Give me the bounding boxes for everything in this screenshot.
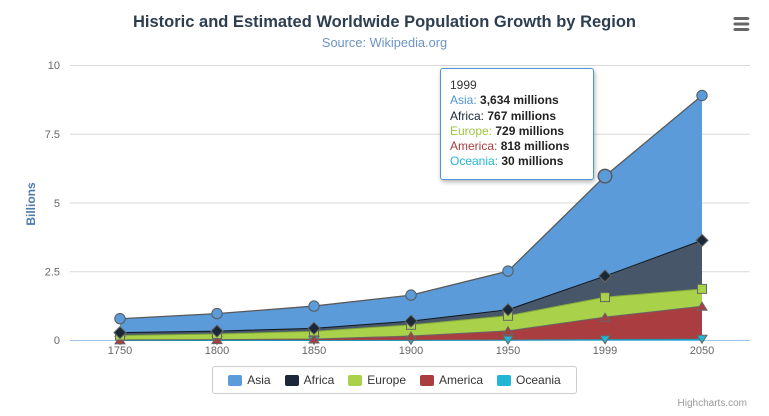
svg-text:1850: 1850 [302, 345, 326, 357]
svg-text:1800: 1800 [205, 345, 229, 357]
svg-text:0: 0 [54, 335, 60, 347]
svg-text:7.5: 7.5 [45, 129, 60, 141]
svg-text:10: 10 [48, 60, 60, 72]
svg-text:5: 5 [54, 198, 60, 210]
svg-text:1999: 1999 [593, 345, 617, 357]
svg-text:1900: 1900 [399, 345, 423, 357]
svg-text:2050: 2050 [690, 345, 714, 357]
svg-text:1950: 1950 [496, 345, 520, 357]
svg-text:1750: 1750 [108, 345, 132, 357]
svg-text:2.5: 2.5 [45, 267, 60, 279]
